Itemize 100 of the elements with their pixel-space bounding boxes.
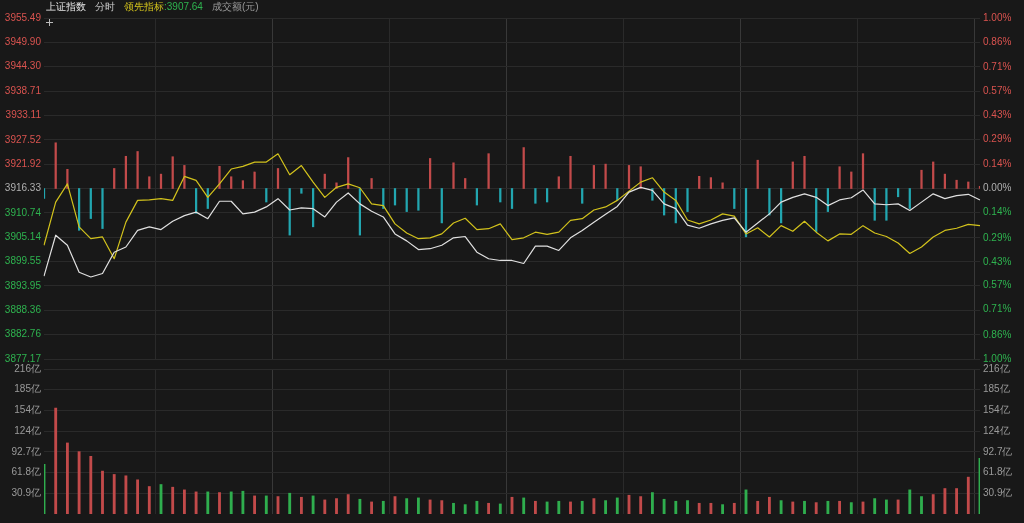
bar xyxy=(452,162,455,189)
chart-title: 上证指数 xyxy=(46,1,86,13)
bar xyxy=(346,494,350,514)
bar xyxy=(171,156,174,189)
y2-tick-label: 0.57% xyxy=(983,85,1012,97)
bar xyxy=(966,476,970,514)
bar xyxy=(124,475,128,514)
bar xyxy=(487,502,491,514)
bar xyxy=(533,500,537,514)
bar xyxy=(475,500,479,514)
y-tick-label: 3933.11 xyxy=(5,109,42,121)
bar xyxy=(89,188,92,219)
bar xyxy=(182,489,186,514)
bar xyxy=(65,442,69,514)
bar xyxy=(136,151,139,189)
y2-tick-label: 0.86% xyxy=(983,328,1012,340)
y-tick-label: 3927.52 xyxy=(4,133,42,145)
y-tick-label: 3905.14 xyxy=(4,230,42,242)
y-tick-label: 154亿 xyxy=(14,404,41,416)
text: 成交额(元) xyxy=(211,1,259,13)
y2-tick-label: 61.8亿 xyxy=(983,466,1013,478)
bar xyxy=(264,495,268,514)
y2-tick-label: 1.00% xyxy=(983,11,1012,23)
bar xyxy=(253,495,257,514)
y-tick-label: 3944.30 xyxy=(4,60,42,72)
bar xyxy=(534,188,537,204)
bar xyxy=(615,497,619,514)
bar xyxy=(417,188,420,211)
bar xyxy=(405,498,409,514)
bar xyxy=(698,175,701,189)
bar xyxy=(545,501,549,514)
bar xyxy=(89,456,93,514)
bar xyxy=(896,188,900,198)
bar xyxy=(428,499,432,514)
bar xyxy=(838,166,841,189)
bar xyxy=(206,491,210,514)
bar xyxy=(498,503,502,514)
bar xyxy=(592,498,596,514)
bar xyxy=(779,500,783,514)
bar xyxy=(709,177,713,189)
bar xyxy=(136,479,140,514)
bar xyxy=(370,178,373,189)
bar xyxy=(721,182,724,189)
bar xyxy=(697,502,701,514)
bar xyxy=(861,153,865,189)
bar xyxy=(885,188,888,221)
bar xyxy=(604,500,608,514)
bar xyxy=(709,502,713,514)
y2-tick-label: 0.71% xyxy=(983,61,1012,73)
y-tick-label: 185亿 xyxy=(14,383,41,395)
y-tick-label: 92.7亿 xyxy=(11,445,41,457)
y-tick-label: 3888.36 xyxy=(4,304,42,316)
bar xyxy=(580,500,584,514)
bar xyxy=(767,496,771,514)
chart-subtitle: 分时 xyxy=(95,1,115,13)
y2-tick-label: 0.14% xyxy=(983,158,1012,170)
y-tick-label: 3921.92 xyxy=(4,157,42,169)
bar xyxy=(440,500,444,514)
y-tick-label: 30.9亿 xyxy=(11,487,41,499)
y-tick-label: 3893.95 xyxy=(4,279,42,291)
y2-tick-label: 0.14% xyxy=(983,206,1012,218)
bar xyxy=(323,499,327,514)
bar xyxy=(522,497,526,514)
bar xyxy=(581,188,584,204)
bar xyxy=(557,176,560,189)
bar xyxy=(826,500,830,514)
y2-tick-label: 0.43% xyxy=(983,108,1012,120)
bar xyxy=(791,501,795,514)
y2-tick-label: 0.43% xyxy=(983,255,1012,267)
bar xyxy=(335,498,338,514)
bar xyxy=(978,185,980,189)
bar xyxy=(311,495,315,514)
y2-tick-label: 154亿 xyxy=(983,404,1010,416)
bar xyxy=(768,188,771,216)
bar xyxy=(171,486,175,514)
bar xyxy=(101,470,104,514)
bar xyxy=(299,496,303,514)
bar xyxy=(230,176,233,189)
bar xyxy=(370,501,374,514)
bar xyxy=(569,501,572,514)
bar xyxy=(557,500,561,514)
bar xyxy=(955,488,959,514)
bar xyxy=(756,500,760,514)
bar xyxy=(662,498,666,514)
bar xyxy=(604,163,607,189)
y-tick-label: 3910.74 xyxy=(4,206,42,218)
bar xyxy=(428,158,432,189)
bar xyxy=(101,188,104,229)
y2-tick-label: 0.71% xyxy=(983,303,1012,315)
bar xyxy=(148,176,151,189)
y-tick-label: 3938.71 xyxy=(4,84,42,96)
y2-tick-label: 1.00% xyxy=(983,352,1012,364)
bar xyxy=(218,165,221,189)
bar xyxy=(803,500,806,514)
bar xyxy=(732,502,736,514)
bar xyxy=(44,188,46,199)
text: 领先指标:3907.64 xyxy=(124,1,203,12)
bar xyxy=(54,142,57,189)
bar xyxy=(77,451,81,514)
bar xyxy=(674,500,678,514)
